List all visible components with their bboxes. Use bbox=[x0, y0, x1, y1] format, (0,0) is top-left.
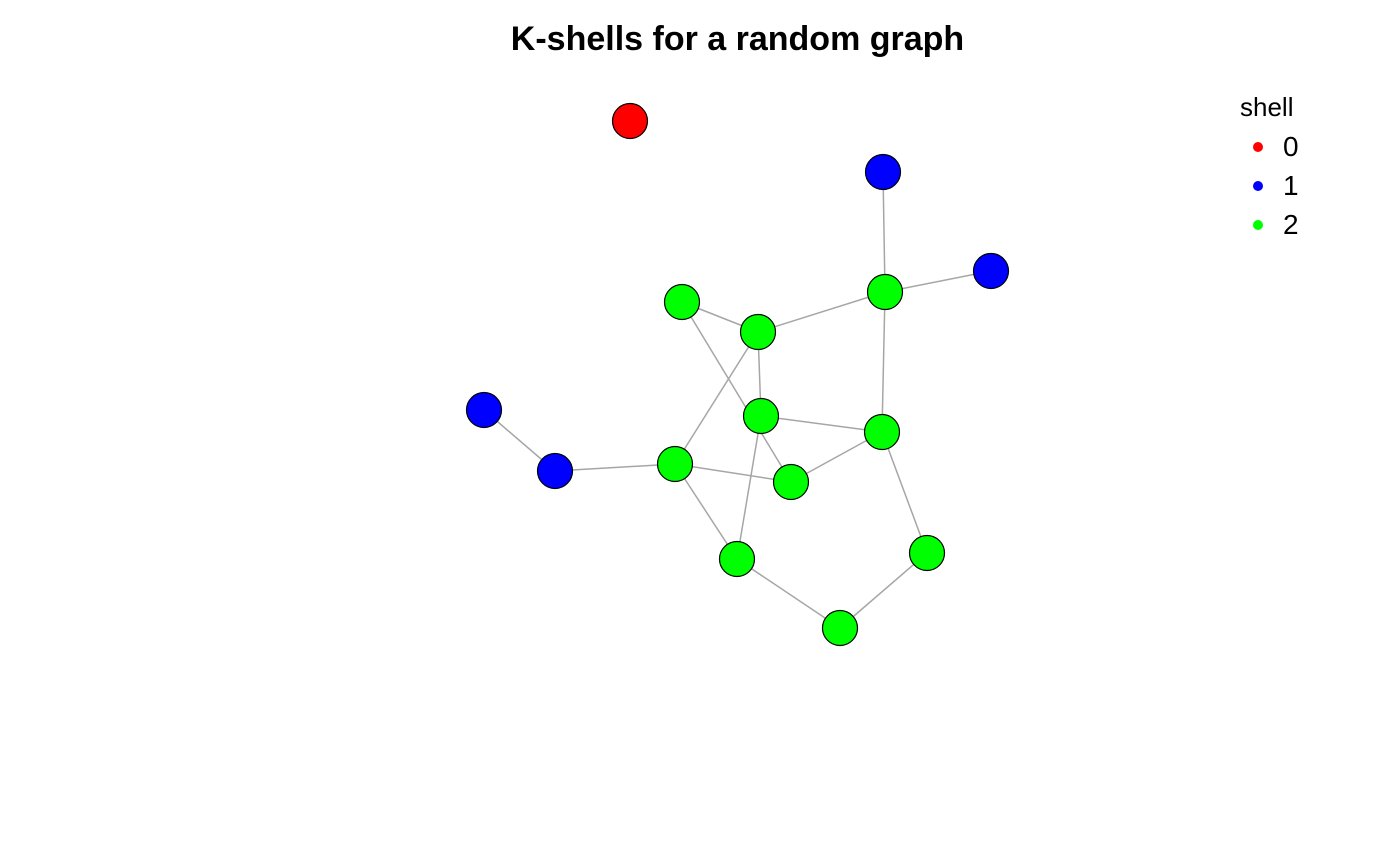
plot-title: K-shells for a random graph bbox=[510, 20, 965, 58]
legend-entry-0: 0 bbox=[1240, 127, 1299, 166]
node-n2-shell-1 bbox=[864, 153, 902, 191]
node-n9-shell-2 bbox=[863, 413, 901, 451]
node-n11-shell-2 bbox=[656, 445, 694, 483]
node-n10-shell-1 bbox=[536, 452, 574, 490]
legend-entry-2: 2 bbox=[1240, 205, 1299, 244]
node-n4-shell-2 bbox=[866, 273, 904, 311]
node-n1-shell-0 bbox=[611, 102, 649, 140]
node-n7-shell-1 bbox=[465, 391, 503, 429]
node-n6-shell-2 bbox=[739, 313, 777, 351]
nodes-layer bbox=[465, 102, 1010, 647]
node-n8-shell-2 bbox=[742, 397, 780, 435]
legend-label-1: 1 bbox=[1283, 169, 1299, 201]
edge-n15-n14 bbox=[839, 552, 928, 629]
edge-n13-n15 bbox=[736, 558, 841, 629]
legend-dot-1 bbox=[1253, 180, 1263, 191]
node-n13-shell-2 bbox=[718, 540, 756, 578]
edge-n5-n12 bbox=[681, 301, 792, 483]
node-n5-shell-2 bbox=[663, 283, 701, 321]
edge-n11-n13 bbox=[674, 463, 738, 560]
node-n14-shell-2 bbox=[908, 534, 946, 572]
legend-title: shell bbox=[1240, 92, 1294, 122]
node-n3-shell-1 bbox=[972, 252, 1010, 290]
edge-n10-n11 bbox=[554, 463, 676, 472]
node-n12-shell-2 bbox=[772, 463, 810, 501]
edge-n2-n4 bbox=[882, 171, 886, 293]
legend-label-0: 0 bbox=[1283, 130, 1299, 162]
node-n15-shell-2 bbox=[821, 609, 859, 647]
edge-n6-n11 bbox=[674, 331, 759, 465]
edge-n4-n9 bbox=[881, 291, 886, 433]
edge-n9-n14 bbox=[881, 431, 928, 554]
legend-entry-1: 1 bbox=[1240, 166, 1299, 205]
legend-dot-2 bbox=[1253, 219, 1263, 230]
edge-n8-n9 bbox=[760, 415, 883, 433]
legend-dot-0 bbox=[1253, 141, 1263, 152]
legend: shell 0 1 2 bbox=[1240, 92, 1299, 244]
edge-n11-n12 bbox=[674, 463, 792, 483]
edge-n8-n13 bbox=[736, 415, 762, 560]
legend-label-2: 2 bbox=[1283, 208, 1299, 240]
edge-n4-n6 bbox=[757, 291, 886, 333]
